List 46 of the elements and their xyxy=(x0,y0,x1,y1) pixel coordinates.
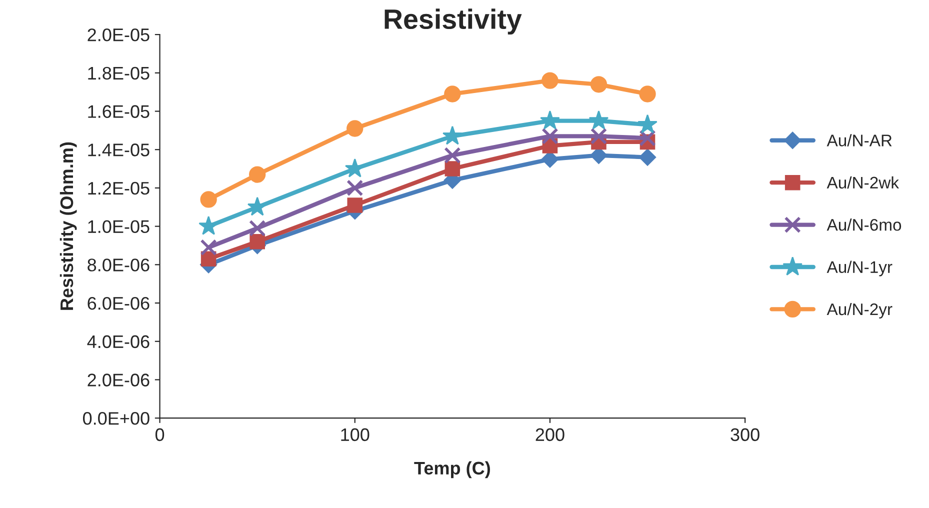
legend-label: Au/N-AR xyxy=(826,134,892,146)
y-tick-label: 1.2E-05 xyxy=(88,182,150,195)
point xyxy=(346,120,364,137)
point xyxy=(249,166,266,183)
point xyxy=(540,110,560,130)
y-tick-label: 0.0E+00 xyxy=(83,412,150,425)
y-tick-label: 1.8E-05 xyxy=(88,66,150,80)
point xyxy=(247,196,268,216)
legend-label: Au/N-6mo xyxy=(826,218,902,231)
point xyxy=(639,130,656,146)
y-tick-label: 1.6E-05 xyxy=(88,105,150,118)
legend-label: Au/N-2wk xyxy=(826,176,900,189)
x-tick-label: 300 xyxy=(730,428,760,442)
point xyxy=(347,198,363,213)
chart-title: Resistivity xyxy=(384,8,522,35)
y-tick-label: 8.0E-06 xyxy=(88,258,150,272)
legend-label: Au/N-2yr xyxy=(826,302,892,318)
point xyxy=(346,180,364,196)
point xyxy=(590,128,608,145)
y-axis-title: Resistivity (Ohm.m) xyxy=(60,142,77,310)
point xyxy=(590,76,608,93)
point xyxy=(444,86,461,102)
y-tick-label: 2.0E-06 xyxy=(88,374,150,386)
x-tick-label: 100 xyxy=(341,428,370,442)
y-tick-label: 1.0E-05 xyxy=(88,220,150,234)
point xyxy=(542,128,558,145)
x-tick-label: 0 xyxy=(155,428,164,442)
point xyxy=(249,220,266,237)
point xyxy=(200,239,217,256)
y-tick-label: 2.0E-05 xyxy=(88,28,150,42)
point xyxy=(638,148,656,166)
legend-label: Au/N-1yr xyxy=(826,260,892,276)
point xyxy=(444,161,460,176)
y-tick-label: 4.0E-06 xyxy=(87,335,150,348)
x-tick-label: 200 xyxy=(536,428,564,442)
y-tick-label: 6.0E-06 xyxy=(88,296,150,310)
point xyxy=(542,72,558,89)
x-axis-title: Temp (C) xyxy=(414,461,490,478)
point xyxy=(588,110,609,130)
point xyxy=(639,86,656,102)
point xyxy=(442,126,462,145)
point xyxy=(444,147,461,164)
point xyxy=(250,234,265,250)
point xyxy=(200,191,217,208)
point xyxy=(638,114,658,134)
y-tick-label: 1.4E-05 xyxy=(88,144,150,156)
